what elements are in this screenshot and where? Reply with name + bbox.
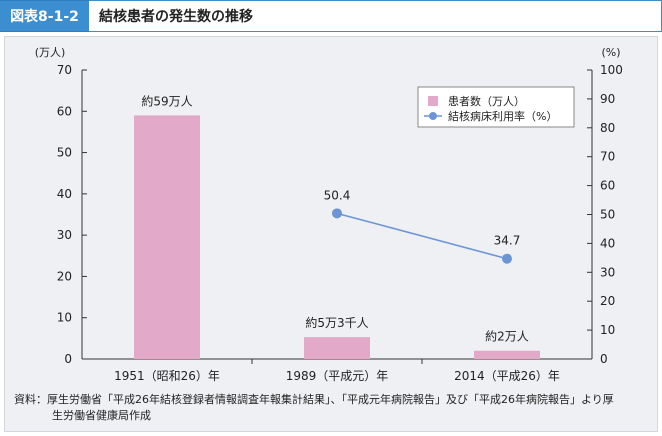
legend-line-marker [429, 112, 437, 120]
y-right-unit: (%) [601, 46, 620, 59]
y-left-tick-label: 10 [57, 311, 72, 325]
y-right-tick-label: 100 [600, 63, 623, 77]
y-left-tick-label: 60 [57, 104, 72, 118]
y-left-tick-label: 30 [57, 228, 72, 242]
bar [134, 115, 200, 360]
line-point [332, 208, 342, 219]
x-tick-label: 2014（平成26）年 [454, 369, 560, 383]
source-note: 資料：厚生労働省「平成26年結核登録者情報調査年報集計結果」、「平成元年病院報告… [14, 392, 654, 424]
y-left-tick-label: 40 [57, 187, 72, 201]
chart: 0 10 20 30 40 50 60 70 0 10 20 30 40 50 60 70 80 90 100 (万人… [35, 46, 623, 383]
y-left-tick-label: 70 [57, 63, 72, 77]
y-right-tick-label: 40 [600, 236, 615, 250]
line-point [502, 253, 512, 264]
bar [304, 337, 370, 359]
legend-bar-label: 患者数（万人） [448, 95, 525, 108]
y-left-tick-label: 0 [64, 352, 72, 366]
y-left-tick-label: 20 [57, 269, 72, 283]
y-right-tick-label: 50 [600, 208, 615, 222]
legend [417, 86, 575, 128]
y-left-unit: (万人) [35, 46, 66, 59]
y-right-tick-label: 10 [600, 323, 615, 337]
legend-line-label: 結核病床利用率（%） [448, 109, 557, 123]
bar-data-label: 約5万3千人 [305, 315, 368, 330]
line-data-label: 34.7 [494, 234, 521, 248]
y-left-tick-label: 50 [57, 146, 72, 160]
x-tick-label: 1951（昭和26）年 [114, 369, 220, 383]
legend-bar-swatch [428, 96, 438, 106]
figure-header: 図表8-1-2 結核患者の発生数の推移 [0, 0, 662, 32]
figure-label: 図表8-1-2 [0, 0, 89, 32]
bar-data-label: 約59万人 [141, 93, 192, 108]
x-tick-label: 1989（平成元）年 [286, 369, 389, 383]
bar [474, 350, 540, 359]
y-right-tick-label: 30 [600, 265, 615, 279]
source-note-line-1: 資料：厚生労働省「平成26年結核登録者情報調査年報集計結果」、「平成元年病院報告… [14, 393, 614, 406]
source-note-line-2: 生労働省健康局作成 [52, 409, 151, 422]
y-right-tick-label: 90 [600, 92, 615, 106]
y-right-tick-label: 20 [600, 294, 615, 308]
y-right-tick-label: 60 [600, 179, 615, 193]
bar-data-label: 約2万人 [485, 329, 529, 344]
line-data-label: 50.4 [324, 188, 351, 202]
y-right-tick-label: 80 [600, 121, 615, 135]
y-right-tick-label: 70 [600, 150, 615, 164]
y-right-tick-label: 0 [600, 352, 608, 366]
line-series [336, 212, 508, 260]
